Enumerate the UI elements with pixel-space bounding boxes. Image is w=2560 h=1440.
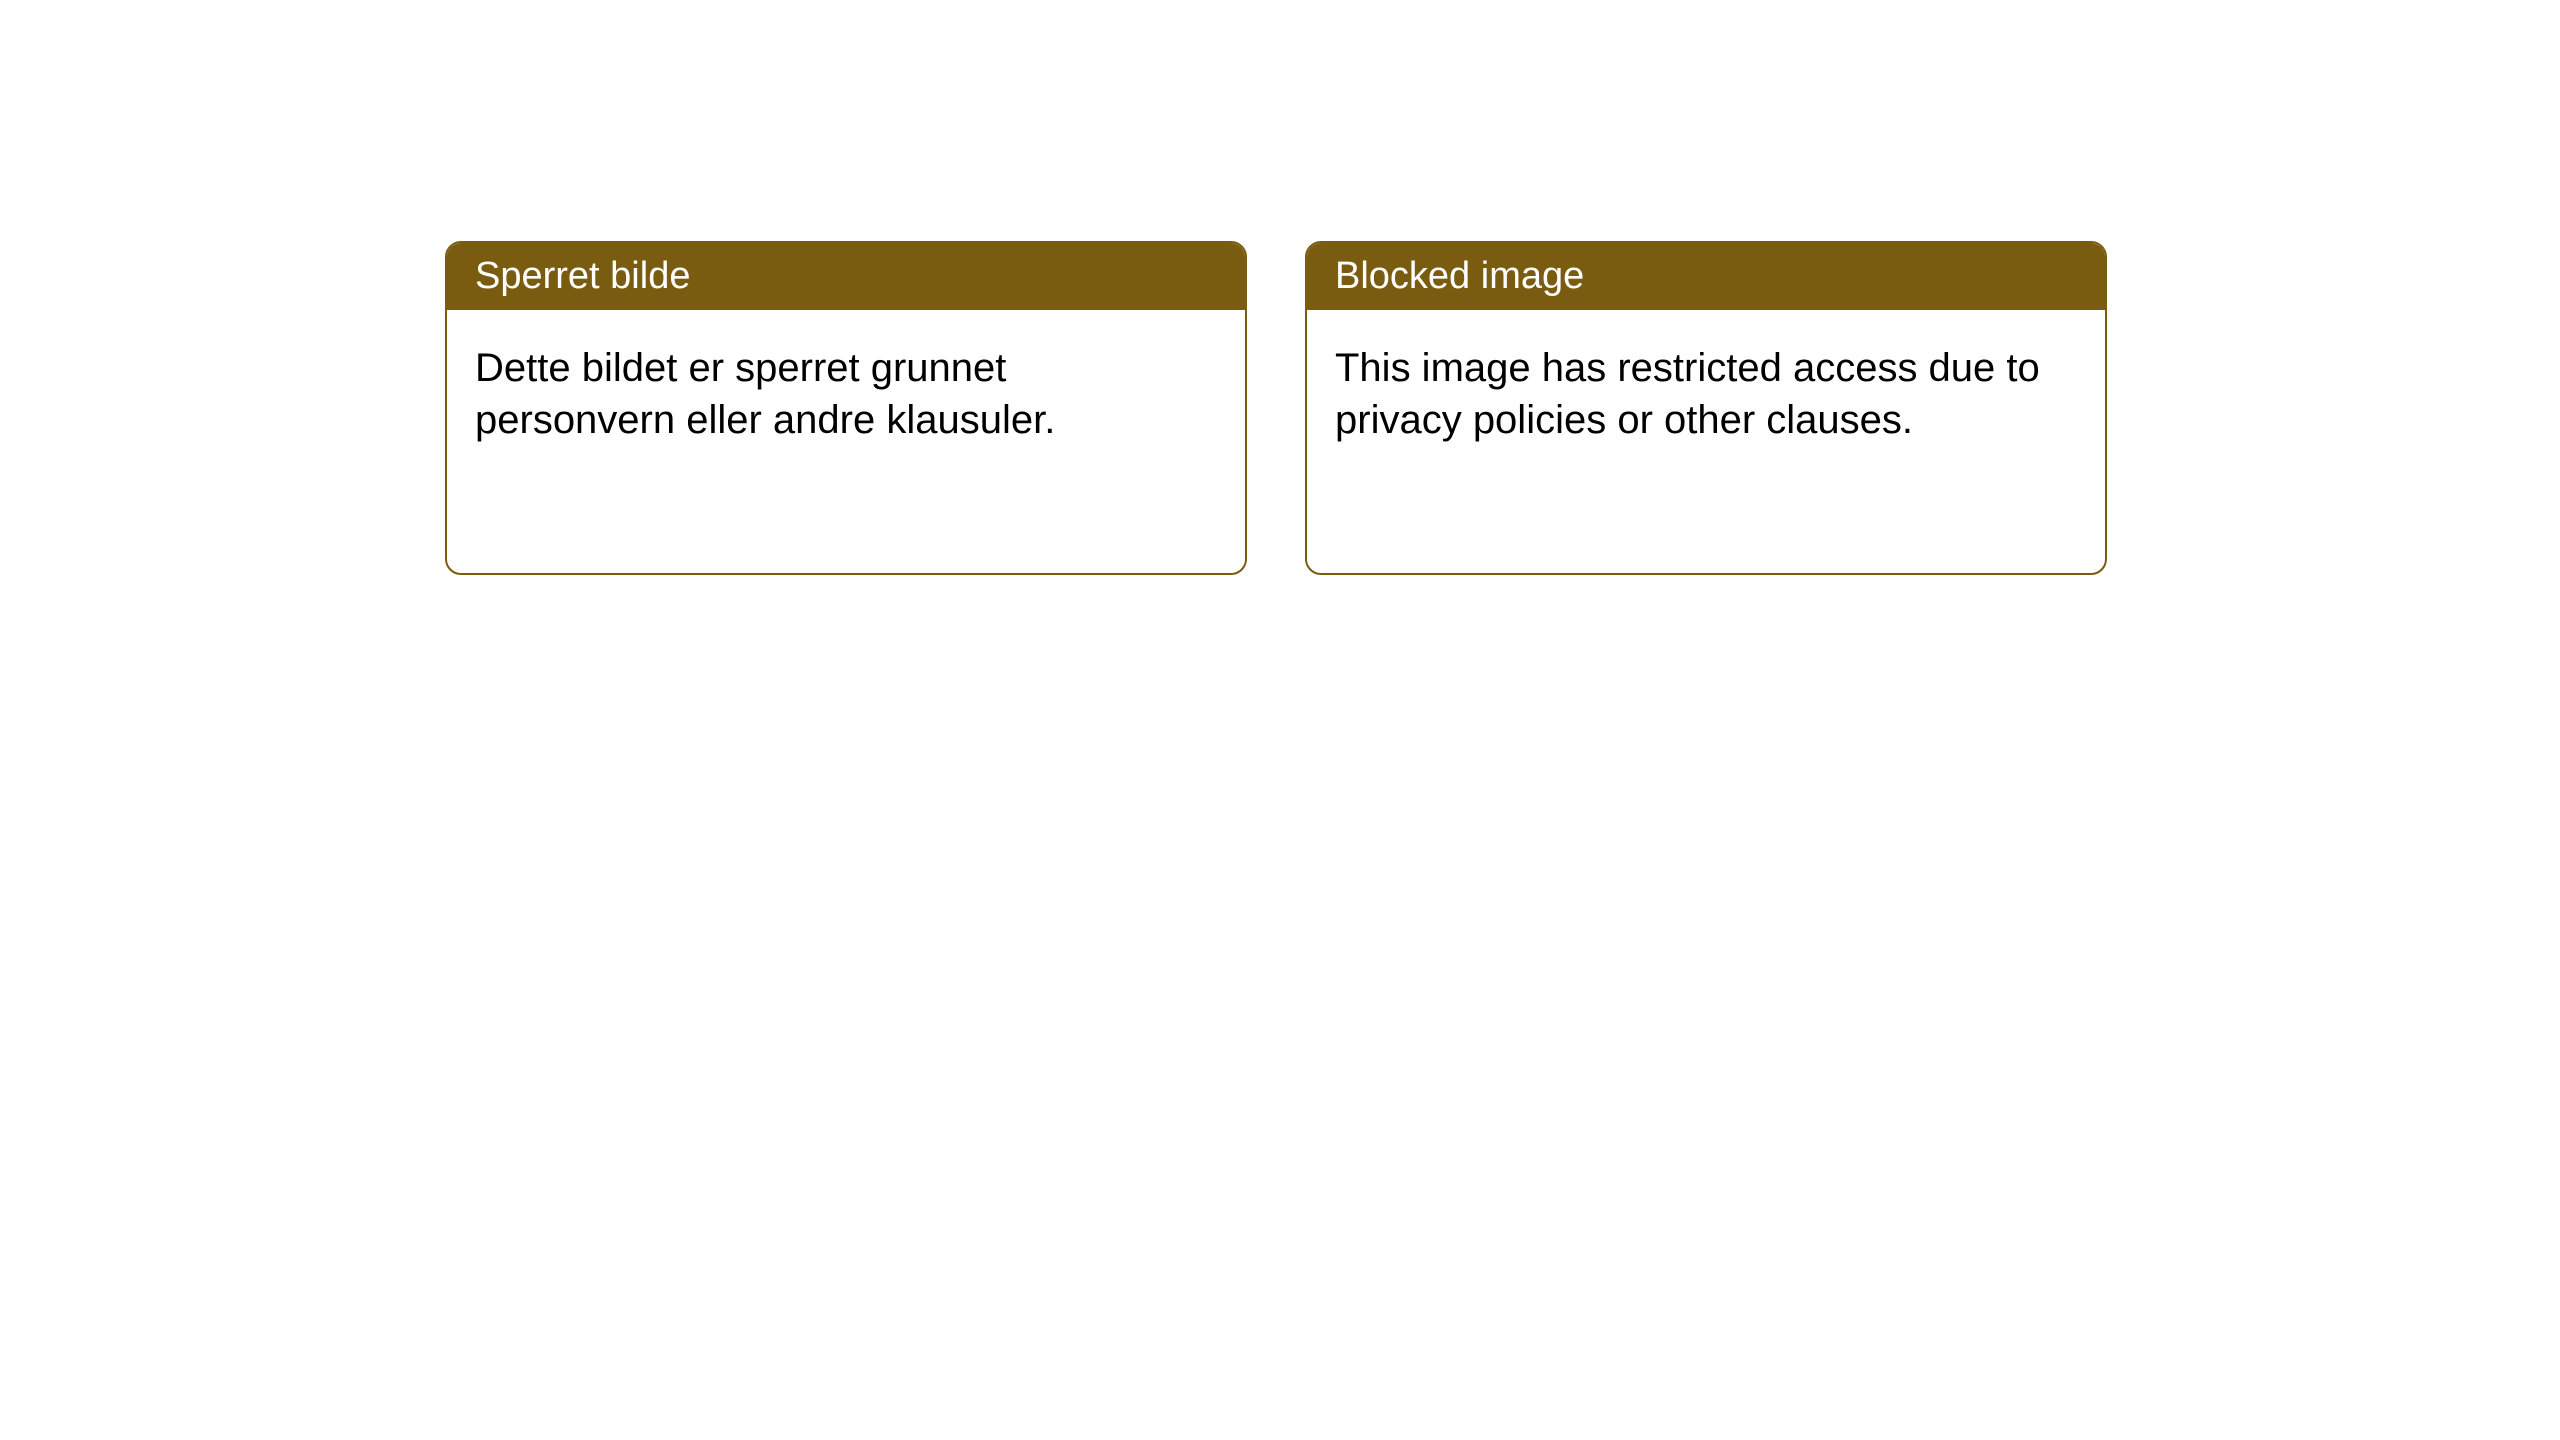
notice-card-body: This image has restricted access due to … — [1307, 310, 2105, 478]
notice-card-title: Blocked image — [1307, 243, 2105, 310]
notice-cards-container: Sperret bilde Dette bildet er sperret gr… — [0, 0, 2560, 575]
notice-card-title: Sperret bilde — [447, 243, 1245, 310]
notice-card-body: Dette bildet er sperret grunnet personve… — [447, 310, 1245, 478]
notice-card-norwegian: Sperret bilde Dette bildet er sperret gr… — [445, 241, 1247, 575]
notice-card-english: Blocked image This image has restricted … — [1305, 241, 2107, 575]
